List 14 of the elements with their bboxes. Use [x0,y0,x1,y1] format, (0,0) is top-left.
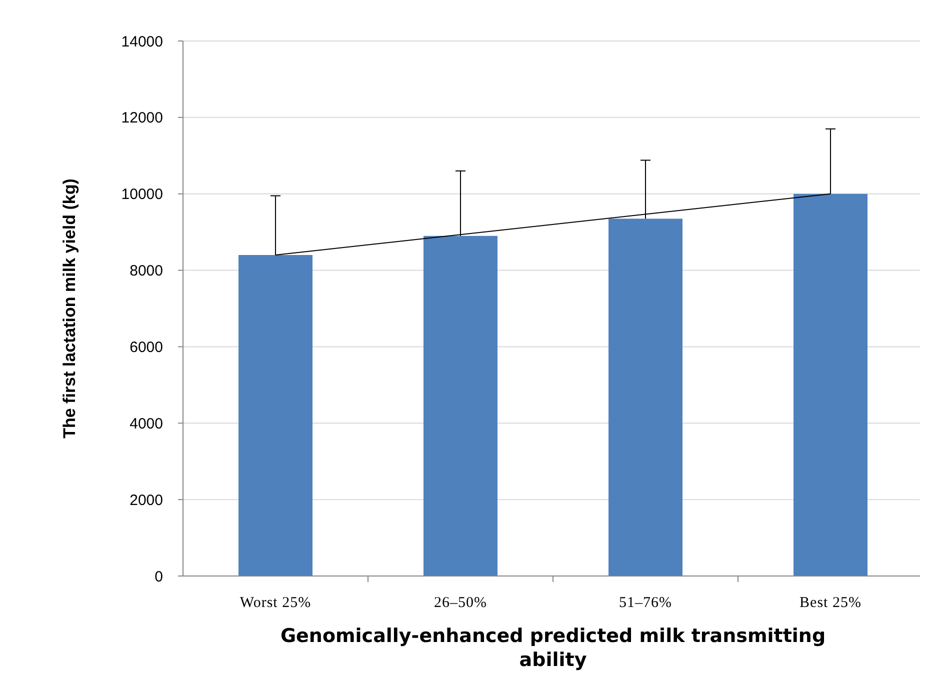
x-tick-label: Best 25% [800,595,862,611]
y-tick-label: 8000 [130,262,163,280]
y-tick-label: 10000 [121,186,163,204]
y-tick-label: 12000 [121,110,163,127]
y-tick-label: 14000 [121,33,163,50]
x-tick-label: 26–50% [434,595,487,611]
y-tick-label: 4000 [130,415,163,432]
x-axis-title: Genomically-enhanced predicted milk transmitting ability [280,625,826,671]
y-tick-label: 2000 [130,492,163,509]
x-tick-label: Worst 25% [240,595,312,611]
x-tick-label: 51–76% [619,595,672,611]
y-tick-label: 0 [154,568,163,586]
y-axis-title: The first lactation milk yield (kg) [60,178,79,438]
y-tick-label: 6000 [130,338,163,356]
